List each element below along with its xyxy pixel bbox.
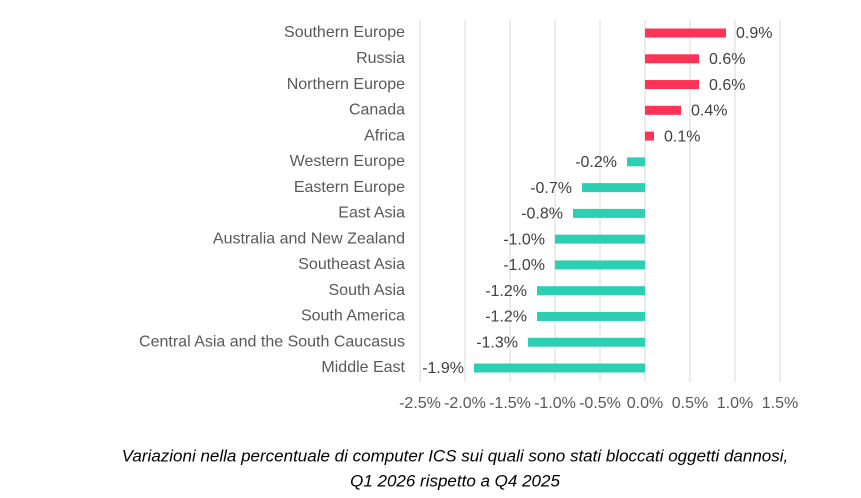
value-label: -0.2%: [575, 154, 617, 171]
value-label: -1.0%: [503, 231, 545, 248]
y-tick-label: South Asia: [329, 282, 406, 299]
bar: [645, 105, 681, 115]
bar: [573, 208, 645, 218]
y-tick-label: Eastern Europe: [294, 179, 405, 196]
value-label: 0.1%: [664, 128, 700, 145]
x-tick-label: 0.5%: [672, 395, 708, 412]
x-tick-label: 1.5%: [762, 395, 798, 412]
bar: [528, 337, 645, 347]
x-tick-label: 1.0%: [717, 395, 753, 412]
bar: [582, 183, 645, 193]
bar: [627, 157, 645, 167]
caption: Variazioni nella percentuale di computer…: [122, 446, 789, 465]
bar: [555, 260, 645, 270]
x-tick-label: -1.5%: [489, 395, 531, 412]
y-tick-label: Central Asia and the South Caucasus: [139, 333, 405, 350]
bar: [555, 234, 645, 244]
y-tick-label: Southern Europe: [284, 24, 405, 41]
value-label: -1.2%: [485, 309, 527, 326]
y-tick-label: East Asia: [338, 205, 405, 222]
bar: [645, 28, 726, 38]
x-tick-label: -1.0%: [534, 395, 576, 412]
y-tick-label: Canada: [349, 102, 405, 119]
value-label: -1.2%: [485, 283, 527, 300]
bar: [645, 131, 654, 141]
y-tick-label: Middle East: [321, 359, 405, 376]
x-tick-label: -2.5%: [399, 395, 441, 412]
value-label: -0.7%: [530, 180, 572, 197]
y-tick-label: Russia: [356, 50, 405, 67]
bar: [537, 311, 645, 321]
y-tick-label: Southeast Asia: [298, 256, 405, 273]
bar: [645, 80, 699, 90]
value-label: -1.9%: [422, 360, 464, 377]
y-tick-label: Australia and New Zealand: [213, 230, 405, 247]
bar: [537, 286, 645, 296]
y-tick-label: South America: [301, 308, 405, 325]
y-tick-label: Northern Europe: [287, 76, 405, 93]
y-tick-label: Africa: [364, 127, 405, 144]
y-tick-label: Western Europe: [290, 153, 405, 170]
caption: Q1 2026 rispetto a Q4 2025: [350, 471, 560, 490]
value-label: 0.9%: [736, 25, 772, 42]
x-tick-label: 0.0%: [627, 395, 663, 412]
x-tick-label: -0.5%: [579, 395, 621, 412]
x-tick-label: -2.0%: [444, 395, 486, 412]
value-label: -0.8%: [521, 206, 563, 223]
value-label: -1.3%: [476, 334, 518, 351]
value-label: 0.6%: [709, 77, 745, 94]
value-label: -1.0%: [503, 257, 545, 274]
bar: [645, 54, 699, 64]
value-label: 0.6%: [709, 51, 745, 68]
bar: [474, 363, 645, 373]
value-label: 0.4%: [691, 103, 727, 120]
